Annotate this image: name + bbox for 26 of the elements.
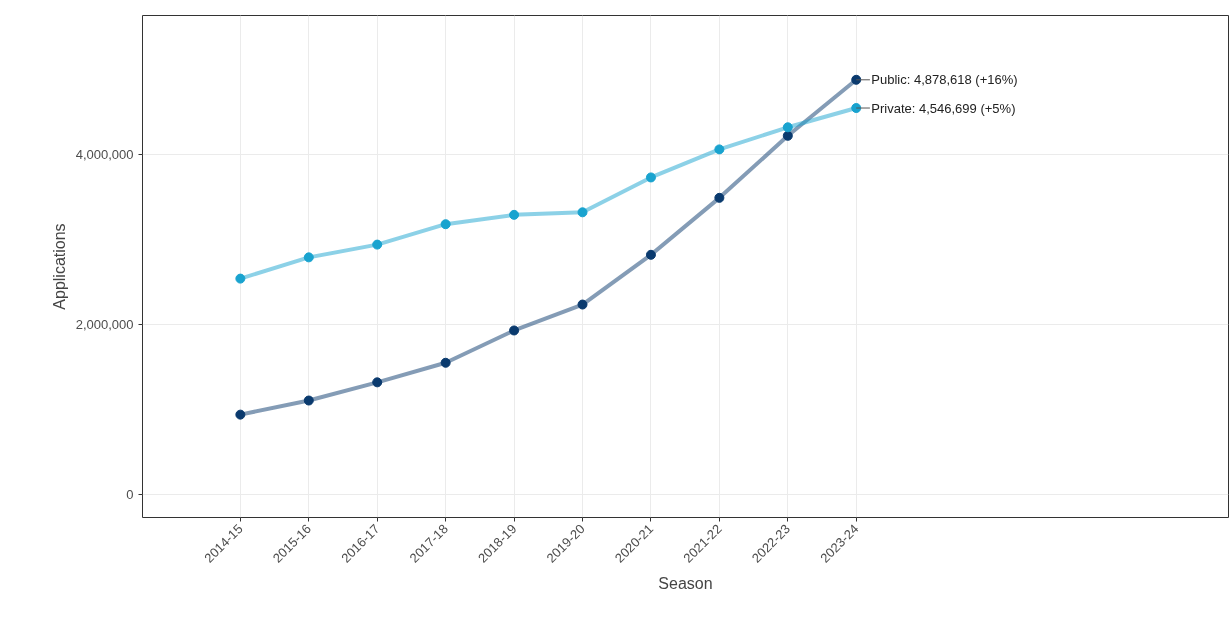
point bbox=[509, 209, 520, 220]
y-tick-label: 4,000,000 bbox=[75, 147, 134, 162]
point bbox=[235, 273, 246, 284]
point bbox=[645, 249, 656, 260]
y-tick-label: 2,000,000 bbox=[75, 317, 134, 333]
point bbox=[440, 357, 451, 368]
point bbox=[509, 325, 520, 336]
annotation: Public: 4,878,618 (+16%) bbox=[871, 72, 1018, 88]
x-axis-title: Season bbox=[658, 574, 713, 592]
point bbox=[782, 130, 793, 141]
point bbox=[303, 395, 314, 406]
point bbox=[440, 219, 451, 230]
point bbox=[851, 74, 862, 85]
y-axis-title: Applications bbox=[50, 223, 68, 310]
point bbox=[714, 192, 725, 203]
point bbox=[303, 252, 314, 263]
annotation: Private: 4,546,699 (+5%) bbox=[871, 100, 1016, 116]
point bbox=[577, 207, 588, 218]
point bbox=[714, 144, 725, 155]
point bbox=[372, 377, 383, 388]
point bbox=[577, 299, 588, 310]
y-tick-label: 0 bbox=[126, 487, 134, 503]
point bbox=[372, 239, 383, 250]
point bbox=[235, 409, 246, 420]
point bbox=[782, 122, 793, 133]
point bbox=[645, 172, 656, 183]
